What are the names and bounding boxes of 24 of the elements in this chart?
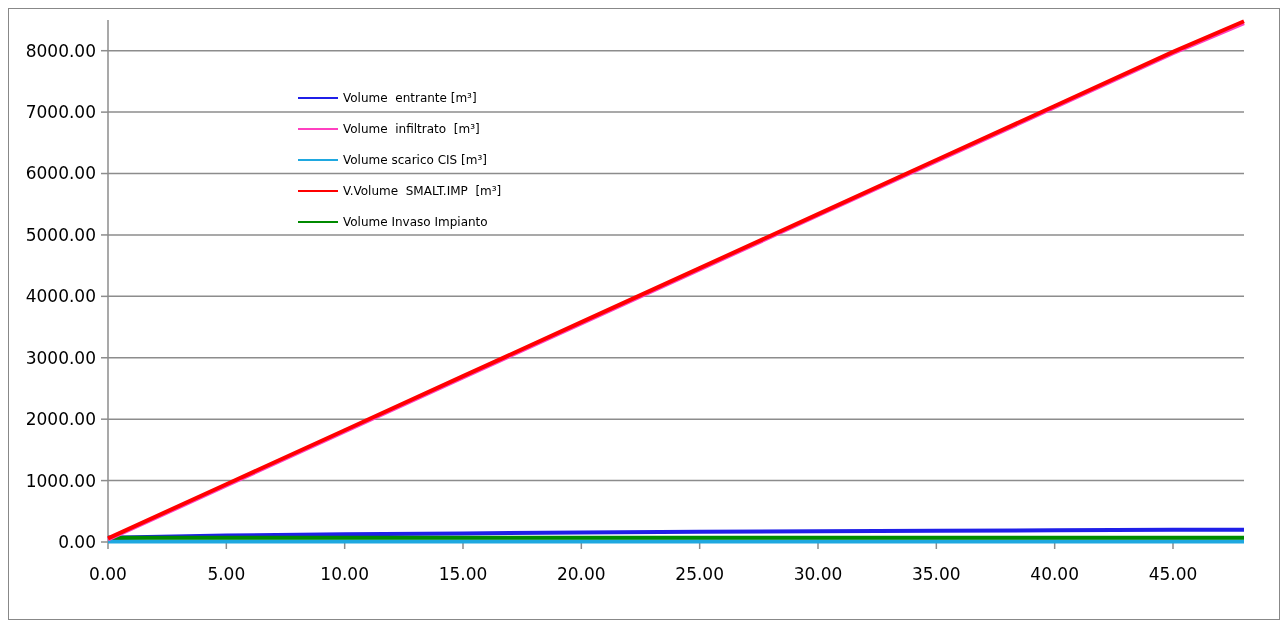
x-tick-label: 10.00 xyxy=(320,564,369,584)
y-tick-label: 4000.00 xyxy=(25,286,96,307)
x-tick-label: 40.00 xyxy=(1030,564,1079,584)
legend-label: Volume scarico CIS [m³] xyxy=(343,153,487,168)
y-tick-label: 7000.00 xyxy=(25,102,96,123)
x-tick-label: 15.00 xyxy=(438,564,488,584)
y-tick-label: 1000.00 xyxy=(25,470,96,491)
y-tick-label: 0.00 xyxy=(58,531,96,552)
x-tick-label: 20.00 xyxy=(557,564,606,584)
y-tick-label: 8000.00 xyxy=(25,40,96,61)
x-tick-label: 25.00 xyxy=(675,564,724,584)
x-tick-label: 35.00 xyxy=(912,564,961,584)
legend-label: Volume Invaso Impianto xyxy=(343,215,488,230)
y-tick-label: 2000.00 xyxy=(25,409,96,430)
y-tick-label: 5000.00 xyxy=(25,224,96,245)
legend-label: Volume infiltrato [m³] xyxy=(343,122,480,137)
legend-label: V.Volume SMALT.IMP [m³] xyxy=(343,184,502,199)
x-tick-label: 45.00 xyxy=(1148,564,1198,584)
x-tick-label: 5.00 xyxy=(207,564,246,584)
x-tick-label: 30.00 xyxy=(793,564,843,584)
y-tick-label: 6000.00 xyxy=(25,163,96,184)
x-tick-label: 0.00 xyxy=(89,564,127,584)
y-tick-label: 3000.00 xyxy=(25,347,96,368)
legend-label: Volume entrante [m³] xyxy=(343,91,477,106)
